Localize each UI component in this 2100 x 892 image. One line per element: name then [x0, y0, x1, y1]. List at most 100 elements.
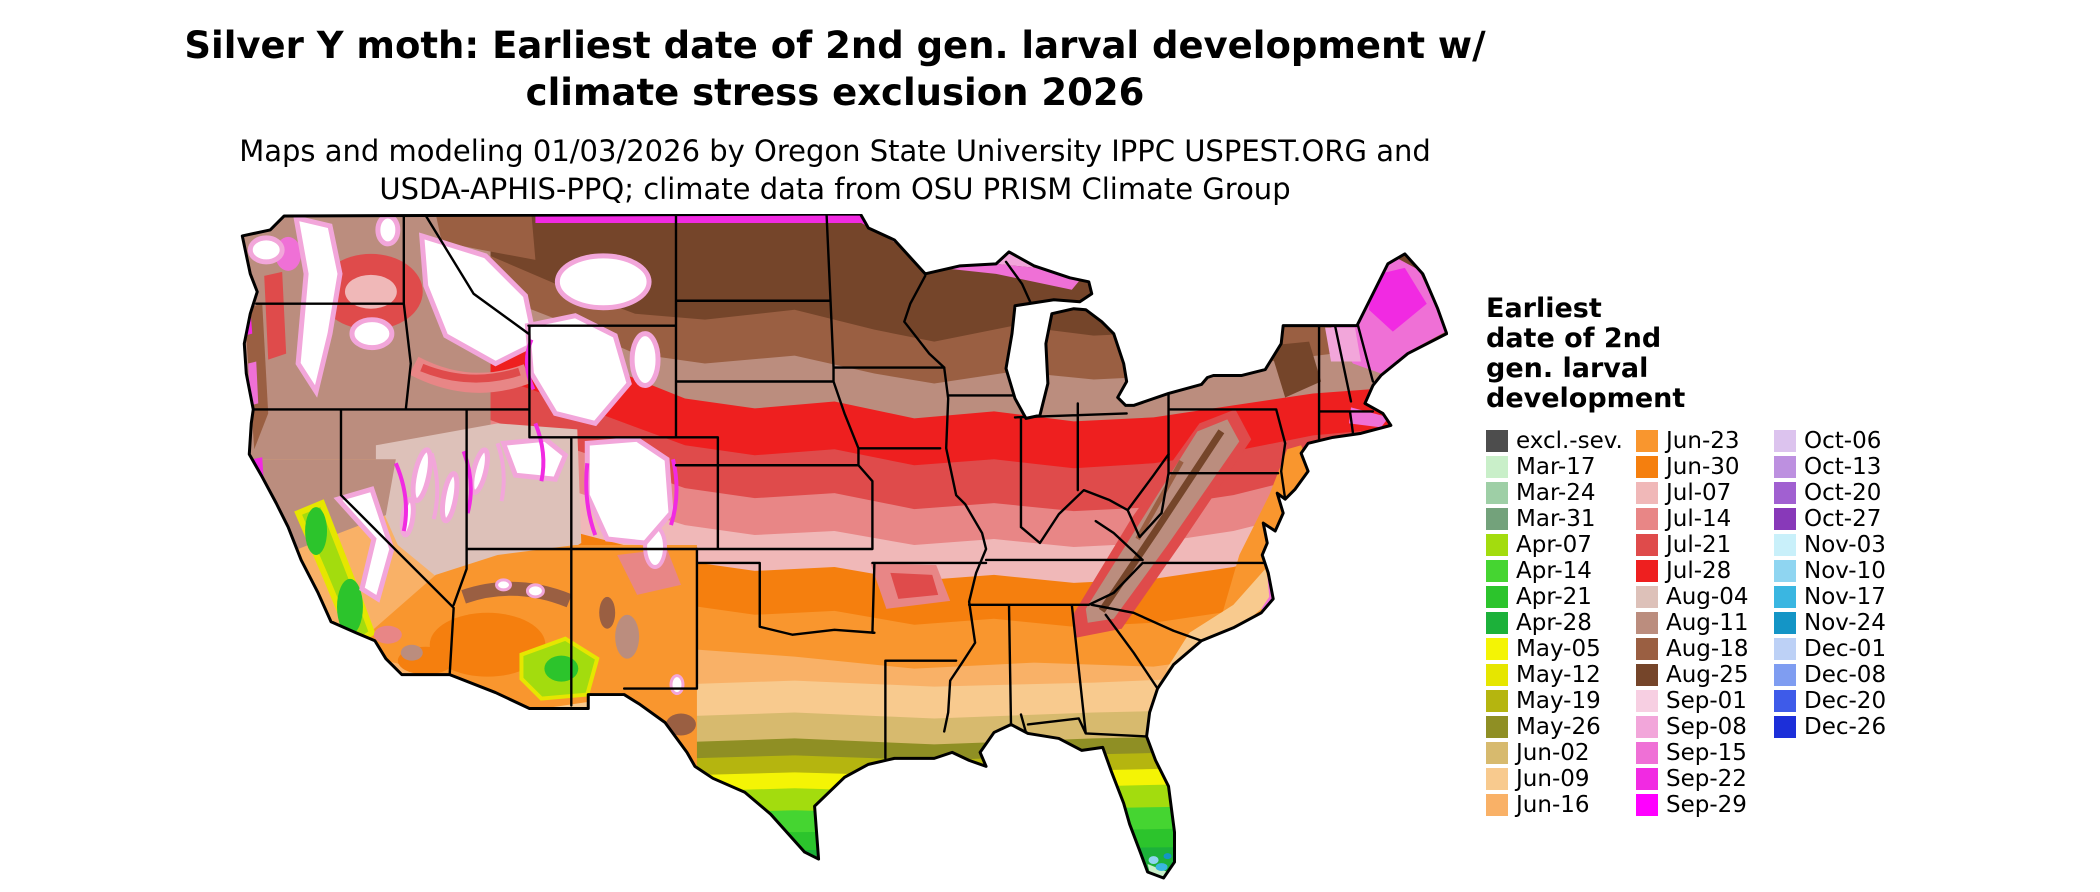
legend-item-label: Aug-25 — [1666, 662, 1749, 688]
legend-swatch — [1774, 560, 1796, 582]
legend-swatch — [1486, 690, 1508, 712]
legend-item-label: Oct-27 — [1804, 506, 1882, 532]
legend-title: Earliest date of 2nd gen. larval develop… — [1486, 294, 2006, 414]
legend-swatch — [1486, 794, 1508, 816]
legend-item-label: May-05 — [1516, 636, 1601, 662]
legend-item: Apr-21 — [1486, 584, 1636, 610]
legend-item-label: Oct-06 — [1804, 428, 1882, 454]
legend-item-label: Apr-21 — [1516, 584, 1592, 610]
legend-column-3: Oct-06 Oct-13 Oct-20 Oct-27 Nov-03 Nov-10 Nov-… — [1774, 428, 1906, 818]
legend-swatch — [1774, 690, 1796, 712]
map-florida-tip — [1147, 853, 1172, 879]
legend-item: excl.-sev. — [1486, 428, 1636, 454]
map-outline — [240, 214, 1448, 880]
legend-swatch — [1774, 482, 1796, 504]
legend-swatch — [1636, 716, 1658, 738]
legend-item-label: Dec-08 — [1804, 662, 1887, 688]
legend-item: Jul-07 — [1636, 480, 1774, 506]
map-state-borders — [252, 214, 1375, 760]
legend-swatch — [1636, 508, 1658, 530]
legend-item-label: Nov-17 — [1804, 584, 1886, 610]
legend-item: Dec-20 — [1774, 688, 1906, 714]
map-excluded-areas — [247, 214, 674, 599]
legend-item-label: Jun-02 — [1516, 740, 1590, 766]
legend-item-label: Sep-29 — [1666, 792, 1747, 818]
legend-item: Oct-13 — [1774, 454, 1906, 480]
subtitle-line2: USDA-APHIS-PPQ; climate data from OSU PR… — [379, 172, 1291, 206]
subtitle-line1: Maps and modeling 01/03/2026 by Oregon S… — [239, 134, 1431, 168]
legend-item: Oct-20 — [1774, 480, 1906, 506]
legend-item: Sep-22 — [1636, 766, 1774, 792]
legend-item: Nov-24 — [1774, 610, 1906, 636]
legend-item: Jun-30 — [1636, 454, 1774, 480]
legend-swatch — [1486, 716, 1508, 738]
legend-column-2: Jun-23 Jun-30 Jul-07 Jul-14 Jul-21 Jul-28 Aug-… — [1636, 428, 1774, 818]
legend-swatch — [1774, 638, 1796, 660]
legend-item: Jul-28 — [1636, 558, 1774, 584]
legend-title-line3: gen. larval — [1486, 353, 1649, 384]
legend-item: Nov-10 — [1774, 558, 1906, 584]
legend-item-label: Nov-10 — [1804, 558, 1886, 584]
legend-title-line1: Earliest — [1486, 293, 1602, 324]
legend-swatch — [1486, 508, 1508, 530]
legend-item-label: Apr-07 — [1516, 532, 1592, 558]
legend-swatch — [1774, 612, 1796, 634]
legend-item-label: Sep-01 — [1666, 688, 1747, 714]
legend-swatch — [1774, 716, 1796, 738]
legend-item: Aug-25 — [1636, 662, 1774, 688]
legend-swatch — [1774, 664, 1796, 686]
legend-item-label: May-19 — [1516, 688, 1601, 714]
legend-swatch — [1636, 794, 1658, 816]
legend-item: Mar-31 — [1486, 506, 1636, 532]
legend-columns: excl.-sev. Mar-17 Mar-24 Mar-31 Apr-07 Apr-14… — [1486, 428, 2006, 818]
legend-item-label: Aug-04 — [1666, 584, 1749, 610]
legend-item: Aug-18 — [1636, 636, 1774, 662]
legend-item-label: Oct-20 — [1804, 480, 1882, 506]
legend-swatch — [1774, 508, 1796, 530]
legend-item-label: Dec-26 — [1804, 714, 1887, 740]
page-subtitle: Maps and modeling 01/03/2026 by Oregon S… — [0, 132, 1670, 208]
legend-item: Sep-15 — [1636, 740, 1774, 766]
legend-swatch — [1636, 690, 1658, 712]
legend-item-label: Jun-30 — [1666, 454, 1740, 480]
legend-item-label: Sep-22 — [1666, 766, 1747, 792]
legend-item-label: Jul-14 — [1666, 506, 1732, 532]
legend-swatch — [1486, 664, 1508, 686]
legend-swatch — [1486, 560, 1508, 582]
legend-item: Jun-23 — [1636, 428, 1774, 454]
legend-swatch — [1486, 612, 1508, 634]
legend-item: Aug-04 — [1636, 584, 1774, 610]
legend-swatch — [1636, 742, 1658, 764]
legend-swatch — [1636, 612, 1658, 634]
legend-item: Sep-29 — [1636, 792, 1774, 818]
legend-swatch — [1636, 586, 1658, 608]
legend-item: Jul-21 — [1636, 532, 1774, 558]
legend-item: Oct-27 — [1774, 506, 1906, 532]
legend-swatch — [1486, 586, 1508, 608]
legend-item: Apr-07 — [1486, 532, 1636, 558]
legend-item-label: Dec-01 — [1804, 636, 1887, 662]
legend-item-label: Sep-08 — [1666, 714, 1747, 740]
legend-swatch — [1636, 430, 1658, 452]
legend-item: May-19 — [1486, 688, 1636, 714]
legend-swatch — [1774, 456, 1796, 478]
legend-swatch — [1486, 534, 1508, 556]
legend-item-label: Apr-28 — [1516, 610, 1592, 636]
legend-item-label: Nov-24 — [1804, 610, 1886, 636]
legend: Earliest date of 2nd gen. larval develop… — [1486, 294, 2006, 818]
legend-title-line2: date of 2nd — [1486, 323, 1662, 354]
legend-swatch — [1636, 768, 1658, 790]
page-title: Silver Y moth: Earliest date of 2nd gen.… — [0, 22, 1670, 116]
legend-item: Dec-08 — [1774, 662, 1906, 688]
legend-swatch — [1486, 768, 1508, 790]
header: Silver Y moth: Earliest date of 2nd gen.… — [0, 22, 1670, 208]
page-title-line1: Silver Y moth: Earliest date of 2nd gen.… — [184, 24, 1486, 67]
legend-item-label: Aug-18 — [1666, 636, 1749, 662]
legend-item: Oct-06 — [1774, 428, 1906, 454]
legend-item-label: Nov-03 — [1804, 532, 1886, 558]
legend-swatch — [1636, 482, 1658, 504]
legend-item: Jul-14 — [1636, 506, 1774, 532]
legend-swatch — [1636, 534, 1658, 556]
legend-item-label: Mar-31 — [1516, 506, 1596, 532]
legend-item: Jun-16 — [1486, 792, 1636, 818]
